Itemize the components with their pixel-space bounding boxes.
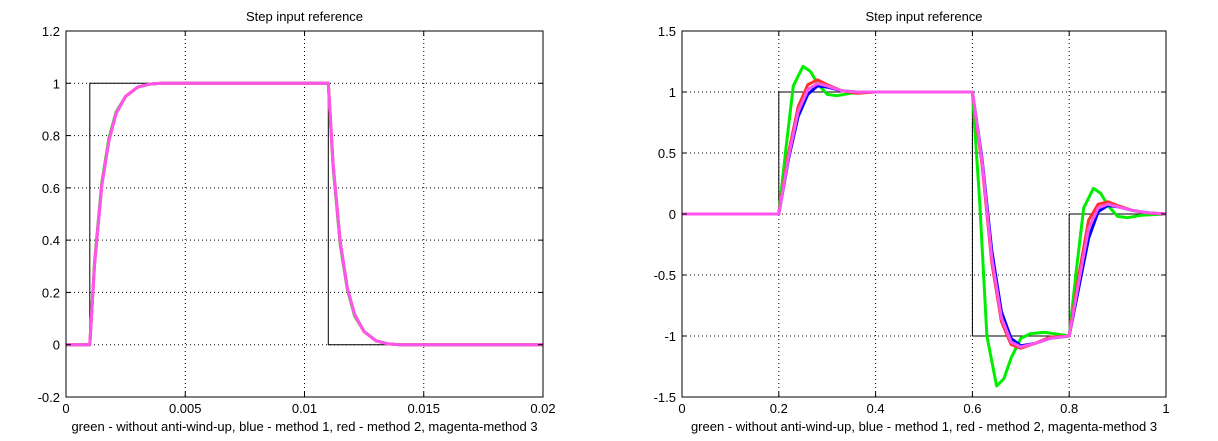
y-tick-label: -0.5: [654, 268, 676, 283]
y-tick-label: -1.5: [654, 390, 676, 405]
series-group: [682, 64, 1166, 388]
y-tick-label: 1.2: [42, 24, 60, 39]
y-tick-label: 1: [669, 85, 676, 100]
series-line-1: [682, 91, 1166, 337]
series-group: [66, 81, 543, 347]
series-line-5: [682, 82, 1166, 349]
x-tick-label: 0.015: [407, 401, 440, 416]
x-tick-label: 0.005: [169, 401, 202, 416]
x-tick-label: 0.2: [770, 401, 788, 416]
y-tick-label: -1: [664, 329, 676, 344]
series-line-5: [66, 81, 543, 347]
x-tick-label: 0.8: [1060, 401, 1078, 416]
chart-1: 0 0.005 0.01 0.015 0.02-0.200.20.40.60.811.2…: [38, 9, 556, 434]
y-tick-label: 0: [669, 207, 676, 222]
y-tick-label: 0.2: [42, 285, 60, 300]
x-axis-label: green - without anti-wind-up, blue - met…: [71, 419, 537, 434]
chart-title: Step input reference: [246, 9, 363, 24]
y-tick-label: 0.4: [42, 233, 60, 248]
x-tick-label: 0.01: [292, 401, 317, 416]
chart-title: Step input reference: [865, 9, 982, 24]
x-tick-label: 0.02: [530, 401, 555, 416]
x-tick-label: 0.6: [963, 401, 981, 416]
x-tick-label: 1: [1162, 401, 1169, 416]
y-tick-label: 0: [53, 338, 60, 353]
x-tick-label: 0: [678, 401, 685, 416]
x-axis-label: green - without anti-wind-up, blue - met…: [691, 419, 1157, 434]
y-tick-label: 0.6: [42, 181, 60, 196]
x-tick-label: 0: [62, 401, 69, 416]
y-tick-label: 1.5: [658, 24, 676, 39]
y-tick-label: -0.2: [38, 390, 60, 405]
y-tick-label: 1: [53, 76, 60, 91]
y-tick-label: 0.8: [42, 129, 60, 144]
y-tick-label: 0.5: [658, 146, 676, 161]
series-line-2: [682, 64, 1166, 388]
x-tick-label: 0.4: [867, 401, 885, 416]
chart-2: 0 0.2 0.4 0.6 0.8 1 -1.5 -1 -0.5 0 0.5 1 1.5 Step inp…: [654, 9, 1170, 434]
